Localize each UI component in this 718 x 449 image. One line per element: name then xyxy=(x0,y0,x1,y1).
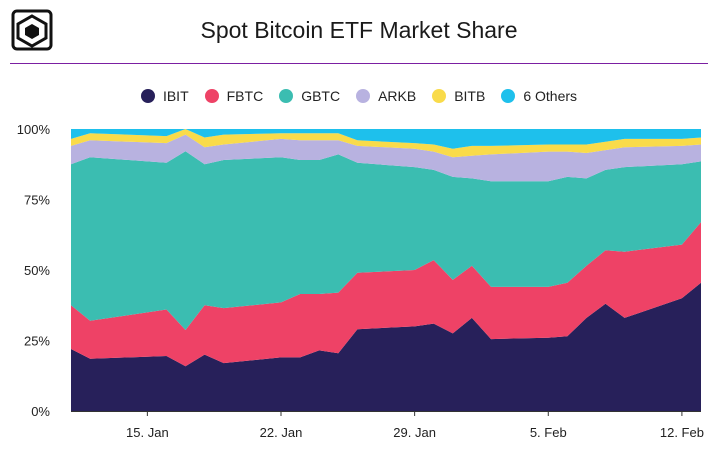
legend-label: IBIT xyxy=(162,88,189,104)
x-tick-label: 5. Feb xyxy=(530,425,567,440)
legend-label: FBTC xyxy=(226,88,264,104)
area-series-bitb[interactable] xyxy=(71,129,701,158)
x-tick-label: 22. Jan xyxy=(260,425,303,440)
y-tick-label: 75% xyxy=(24,193,50,208)
legend-swatch xyxy=(432,89,447,103)
legend-swatch xyxy=(501,89,516,103)
y-tick-label: 100% xyxy=(17,122,51,137)
y-tick-label: 50% xyxy=(24,263,50,278)
legend-swatch xyxy=(140,89,155,103)
legend-item-ibit[interactable]: IBIT xyxy=(140,88,189,104)
chart-title: Spot Bitcoin ETF Market Share xyxy=(200,17,518,43)
legend-item-arkb[interactable]: ARKB xyxy=(356,88,416,104)
legend-swatch xyxy=(356,89,371,103)
legend-label: ARKB xyxy=(378,88,417,104)
y-tick-label: 25% xyxy=(24,334,50,349)
chart-legend: IBIT FBTC GBTC ARKB BITB 6 Others xyxy=(0,88,718,104)
area-series-ibit[interactable] xyxy=(71,282,701,411)
legend-item-6-others[interactable]: 6 Others xyxy=(501,88,577,104)
cube-logo-icon xyxy=(10,8,54,52)
area-series-fbtc[interactable] xyxy=(71,222,701,367)
area-series-arkb[interactable] xyxy=(71,134,701,182)
legend-label: 6 Others xyxy=(523,88,578,104)
y-tick-label: 0% xyxy=(31,404,50,419)
area-series-gbtc[interactable] xyxy=(71,151,701,330)
x-tick-label: 12. Feb xyxy=(660,425,704,440)
legend-item-gbtc[interactable]: GBTC xyxy=(279,88,340,104)
legend-swatch xyxy=(279,89,294,103)
legend-label: GBTC xyxy=(301,88,341,104)
area-series-6-others[interactable] xyxy=(71,129,701,149)
x-tick-label: 29. Jan xyxy=(393,425,436,440)
x-tick-label: 15. Jan xyxy=(126,425,169,440)
legend-swatch xyxy=(204,89,219,103)
legend-label: BITB xyxy=(454,88,486,104)
legend-item-fbtc[interactable]: FBTC xyxy=(204,88,264,104)
legend-item-bitb[interactable]: BITB xyxy=(432,88,485,104)
title-divider xyxy=(10,63,708,64)
